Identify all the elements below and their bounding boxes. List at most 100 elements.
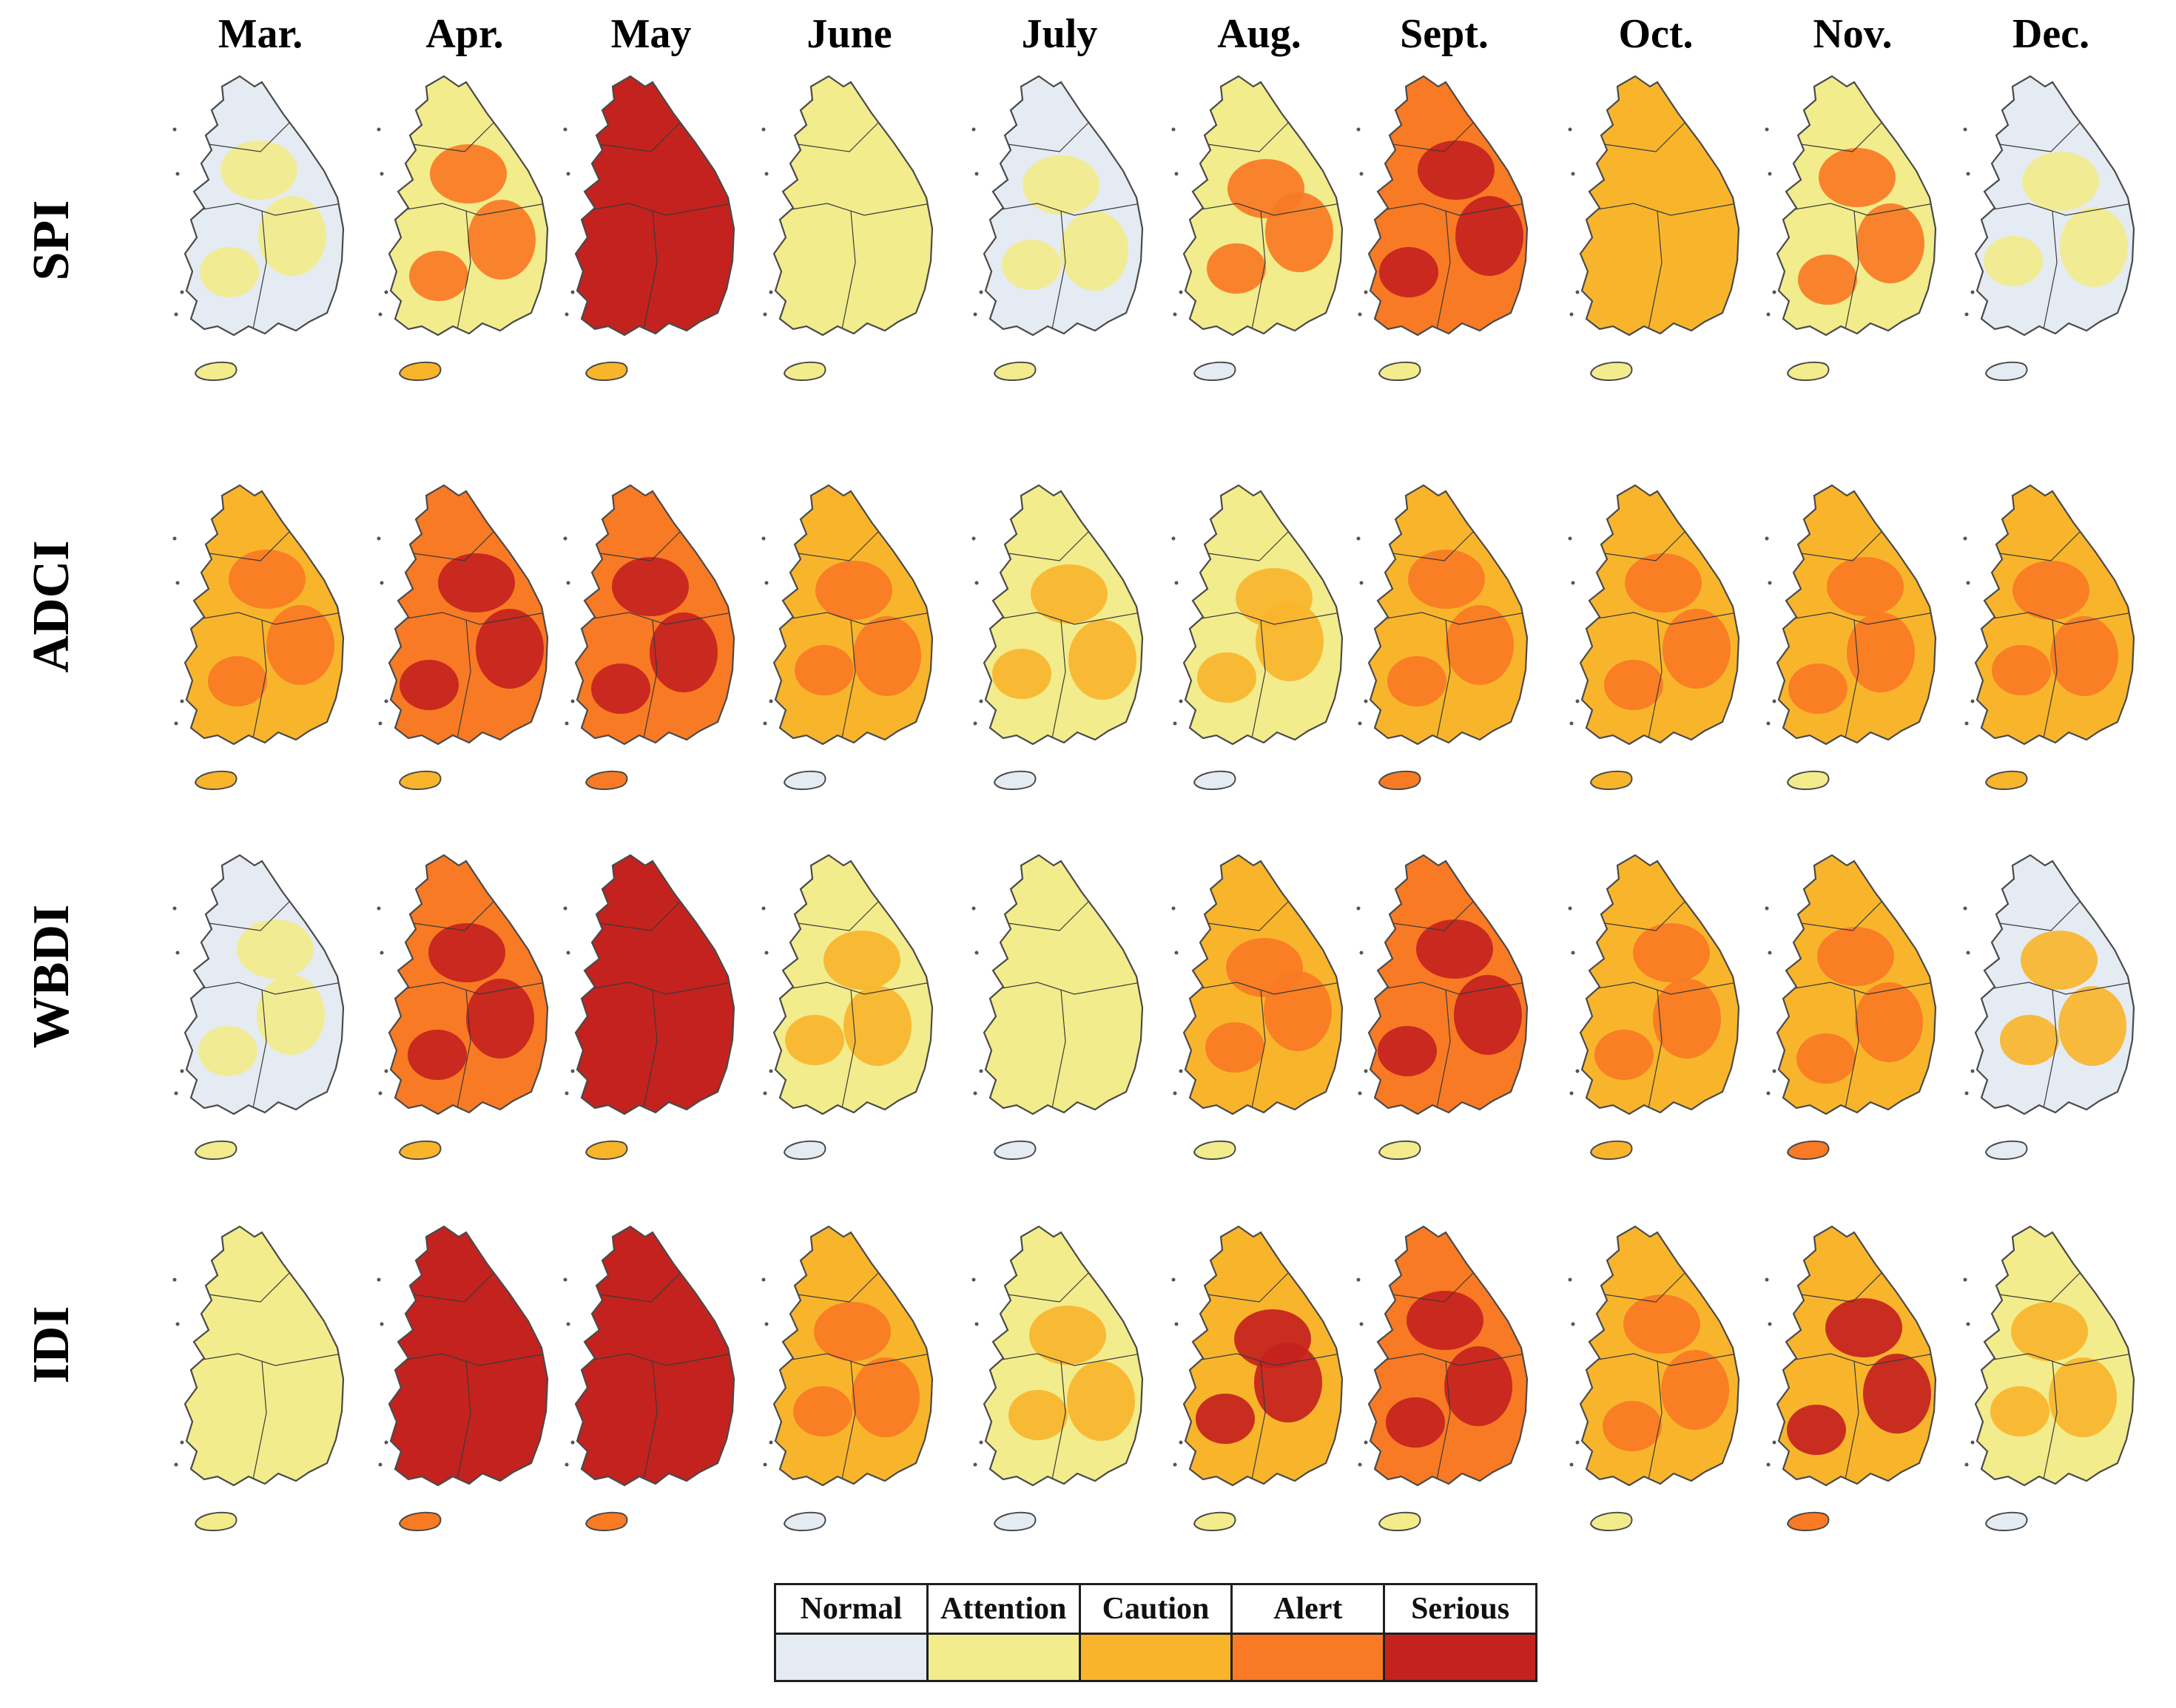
mainland-outline	[983, 1225, 1144, 1487]
province-boundary	[397, 1353, 547, 1366]
province-boundary	[193, 612, 343, 625]
hotspot-region	[1847, 612, 1915, 692]
island-dot	[763, 1462, 767, 1467]
hotspot-layer	[584, 900, 733, 1109]
jeju-island	[993, 1511, 1037, 1531]
island-dot	[1963, 536, 1967, 541]
jeju-island	[398, 1140, 442, 1160]
mainland-outline	[983, 854, 1144, 1115]
island-dot	[566, 951, 570, 955]
hotspot-region	[1264, 971, 1332, 1051]
province-boundary	[584, 612, 733, 625]
jeju-island	[1589, 1511, 1633, 1531]
legend-swatch-serious	[1385, 1635, 1535, 1680]
mainland-outline	[183, 484, 345, 746]
province-boundary	[2043, 210, 2058, 330]
island-dot	[1964, 1462, 1969, 1467]
island-dot	[1766, 1462, 1771, 1467]
island-dot	[1171, 1277, 1176, 1282]
hotspot-layer	[1192, 900, 1341, 1109]
province-boundary	[457, 989, 471, 1109]
province-boundary	[1998, 1272, 2081, 1303]
province-boundary	[1436, 210, 1451, 330]
jeju-island	[783, 1140, 826, 1160]
month-label-nov: Nov.	[1813, 11, 1893, 57]
jeju-island	[194, 1511, 238, 1531]
mainland-outline	[574, 75, 735, 337]
island-dot	[1571, 1322, 1575, 1326]
jeju-island	[585, 1140, 628, 1160]
island-dot	[1571, 951, 1575, 955]
mainland-fill	[774, 76, 932, 335]
island-dot	[563, 127, 567, 132]
island-dot	[1568, 1277, 1572, 1282]
province-boundary	[1251, 1360, 1266, 1480]
province-boundary	[193, 203, 343, 216]
hotspot-region	[591, 664, 650, 714]
mainland-outline	[1367, 854, 1529, 1115]
jeju-island	[1786, 1140, 1830, 1160]
hotspot-region	[1661, 1350, 1729, 1430]
hotspot-region	[1856, 203, 1924, 283]
island-dot	[764, 1322, 769, 1326]
island-dot	[570, 1069, 575, 1073]
mainland-fill	[1580, 485, 1739, 744]
hotspot-layer	[992, 530, 1142, 739]
island-dot	[764, 581, 769, 585]
island-dot	[1765, 536, 1769, 541]
map-adci-oct	[1568, 484, 1740, 790]
province-boundary	[584, 203, 733, 216]
hotspot-region	[1604, 660, 1663, 710]
hotspot-region	[795, 645, 854, 695]
island-dot	[979, 1069, 983, 1073]
hotspot-region	[1653, 979, 1721, 1059]
island-dot	[1358, 312, 1362, 317]
island-dot	[563, 906, 567, 911]
mainland-outline	[983, 484, 1144, 746]
province-boundary	[1051, 989, 1066, 1109]
island-dot	[1970, 290, 1975, 294]
hotspot-region	[2011, 1302, 2088, 1361]
map-spi-may	[563, 75, 735, 381]
island-dot	[1963, 906, 1967, 911]
mainland-outline	[1579, 1225, 1740, 1487]
mainland-outline	[1974, 75, 2135, 337]
island-dot	[1171, 906, 1176, 911]
hotspot-region	[2012, 561, 2089, 620]
island-dot	[971, 1277, 976, 1282]
island-dot	[377, 536, 381, 541]
island-dot	[971, 127, 976, 132]
island-dot	[1569, 312, 1574, 317]
hotspot-layer	[1589, 900, 1738, 1109]
province-boundary	[782, 982, 932, 995]
hotspot-region	[1068, 620, 1136, 700]
mainland-outline	[1974, 854, 2135, 1115]
province-boundary	[584, 982, 733, 995]
map-spi-oct	[1568, 75, 1740, 381]
island-dot	[1768, 951, 1772, 955]
island-dot	[1966, 581, 1970, 585]
island-dot	[973, 721, 977, 726]
mainland-outline	[1776, 1225, 1937, 1487]
island-dot	[384, 1069, 388, 1073]
hotspot-layer	[1377, 900, 1526, 1109]
jeju-island	[194, 770, 238, 790]
hotspot-region	[198, 1026, 257, 1076]
province-boundary	[208, 530, 291, 561]
island-dot	[380, 581, 384, 585]
province-boundary	[1800, 121, 1883, 152]
island-dot	[563, 1277, 567, 1282]
province-boundary	[782, 203, 932, 216]
island-dot	[1766, 1091, 1771, 1096]
island-dot	[172, 1277, 177, 1282]
island-dot	[763, 1091, 767, 1096]
island-dot	[973, 1091, 977, 1096]
province-boundary	[193, 982, 343, 995]
province-boundary	[1800, 900, 1883, 931]
hotspot-region	[1196, 1394, 1255, 1444]
province-boundary	[1589, 1353, 1738, 1366]
mainland-outline	[1776, 854, 1937, 1115]
province-boundary	[457, 1360, 471, 1480]
island-dot	[570, 699, 575, 703]
island-dot	[1765, 127, 1769, 132]
